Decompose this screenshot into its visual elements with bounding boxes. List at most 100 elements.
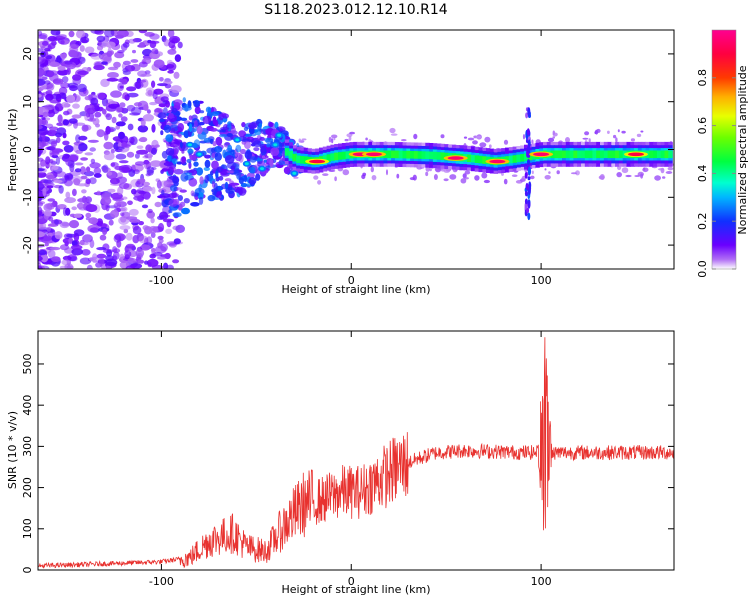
heatmap-speckle xyxy=(115,153,127,160)
heatmap-speckle xyxy=(188,177,198,187)
heatmap-ridge-cell xyxy=(577,150,582,159)
heatmap-speckle xyxy=(88,217,99,225)
heatmap-ridge-cell xyxy=(303,156,309,164)
heatmap-speckle xyxy=(61,101,69,108)
heatmap-speckle xyxy=(263,159,267,163)
heatmap-blob-core xyxy=(277,133,282,137)
heatmap-speckle xyxy=(120,216,127,223)
heatmap-speckle xyxy=(119,160,129,164)
heatmap-speckle xyxy=(185,172,193,176)
heatmap-speckle xyxy=(157,222,165,232)
heatmap-speckle xyxy=(180,156,187,165)
heatmap-ridge-cell xyxy=(406,150,411,159)
heatmap-speckle xyxy=(227,144,233,152)
heatmap-speckle xyxy=(124,250,132,258)
heatmap-speckle xyxy=(132,226,142,235)
heatmap-speckle xyxy=(188,161,192,169)
heatmap-speckle xyxy=(257,159,266,168)
heatmap-speckle xyxy=(362,172,367,177)
heatmap-speckle xyxy=(141,204,149,209)
heatmap-speckle xyxy=(64,179,73,187)
heatmap-speckle xyxy=(61,76,69,83)
heatmap-speckle xyxy=(217,129,225,133)
heatmap-peak xyxy=(309,159,326,164)
heatmap-ridge-cell xyxy=(562,150,567,159)
colorbar-tick-label: 0.2 xyxy=(696,212,709,230)
heatmap-speckle xyxy=(147,208,153,214)
heatmap-speckle xyxy=(59,221,70,229)
heatmap-ridge-cell xyxy=(292,153,297,162)
heatmap-speckle xyxy=(227,123,232,132)
heatmap-speckle xyxy=(238,177,244,185)
snr-line xyxy=(38,337,674,569)
heatmap-speckle xyxy=(173,71,180,79)
heatmap-speckle xyxy=(342,169,350,176)
heatmap-speckle xyxy=(72,103,80,109)
heatmap-speckle xyxy=(167,70,174,74)
heatmap-speckle xyxy=(60,53,67,59)
heatmap-blob-core xyxy=(197,152,202,156)
heatmap-speckle xyxy=(38,56,46,64)
heatmap-ridge-cell xyxy=(664,150,669,159)
heatmap-speckle xyxy=(196,125,203,135)
heatmap-speckle xyxy=(159,77,164,82)
heatmap-speckle xyxy=(344,138,349,142)
heatmap-speckle xyxy=(42,41,49,46)
heatmap-speckle xyxy=(244,133,253,137)
heatmap-speckle xyxy=(607,130,610,134)
heatmap-speckle xyxy=(166,264,174,269)
heatmap-speckle xyxy=(183,198,190,204)
heatmap-speckle xyxy=(115,200,122,205)
heatmap-ridge-cell xyxy=(592,150,597,159)
snr-ytick-label: 400 xyxy=(21,395,34,416)
heatmap-ridge-cell xyxy=(326,154,331,162)
heatmap-speckle xyxy=(556,170,560,175)
heatmap-speckle xyxy=(164,100,170,105)
heatmap-speckle xyxy=(57,114,63,123)
heatmap-speckle xyxy=(204,154,211,159)
heatmap-speckle xyxy=(114,51,125,59)
heatmap-speckle xyxy=(199,110,205,114)
heatmap-speckle xyxy=(128,38,136,44)
snr-ytick-label: 0 xyxy=(21,567,34,574)
heatmap-speckle xyxy=(248,177,257,185)
snr-xlabel: Height of straight line (km) xyxy=(281,583,430,596)
heatmap-speckle xyxy=(474,175,480,181)
heatmap-speckle xyxy=(107,72,119,79)
heatmap-speckle xyxy=(121,78,128,85)
heatmap-speckle xyxy=(213,146,223,153)
heatmap-speckle xyxy=(248,122,258,129)
colorbar-tick-label: 0.0 xyxy=(696,260,709,278)
heatmap-ridge-cell xyxy=(588,150,593,159)
heatmap-speckle xyxy=(483,179,490,184)
heatmap-speckle xyxy=(42,187,47,197)
heatmap-speckle xyxy=(171,107,178,113)
heatmap-speckle xyxy=(371,175,377,181)
heatmap-speckle xyxy=(65,191,71,199)
heatmap-speckle xyxy=(68,118,78,124)
heatmap-speckle xyxy=(102,108,107,115)
heatmap-speckle xyxy=(621,130,626,134)
heatmap-ridge-cell xyxy=(649,150,654,159)
heatmap-speckle xyxy=(127,123,134,131)
heatmap-speckle xyxy=(67,160,75,168)
heatmap-speckle xyxy=(120,206,128,212)
heatmap-speckle xyxy=(146,258,159,267)
heatmap-speckle xyxy=(102,249,114,254)
heatmap-speckle xyxy=(66,94,76,104)
heatmap-speckle xyxy=(157,83,168,87)
heatmap-speckle xyxy=(527,187,531,196)
heatmap-speckle xyxy=(105,102,111,111)
heatmap-ridge-cell xyxy=(618,150,624,159)
heatmap-ridge-cell xyxy=(653,150,658,159)
heatmap-speckle xyxy=(224,178,232,182)
heatmap-speckle xyxy=(68,49,77,58)
heatmap-speckle xyxy=(527,139,531,148)
heatmap-speckle xyxy=(596,128,601,133)
heatmap-speckle xyxy=(138,61,148,68)
heatmap-speckle xyxy=(386,169,388,176)
heatmap-speckle xyxy=(389,127,396,134)
heatmap-ridge-cell xyxy=(569,150,574,159)
heatmap-speckle xyxy=(106,77,119,82)
heatmap-speckle xyxy=(261,155,266,159)
